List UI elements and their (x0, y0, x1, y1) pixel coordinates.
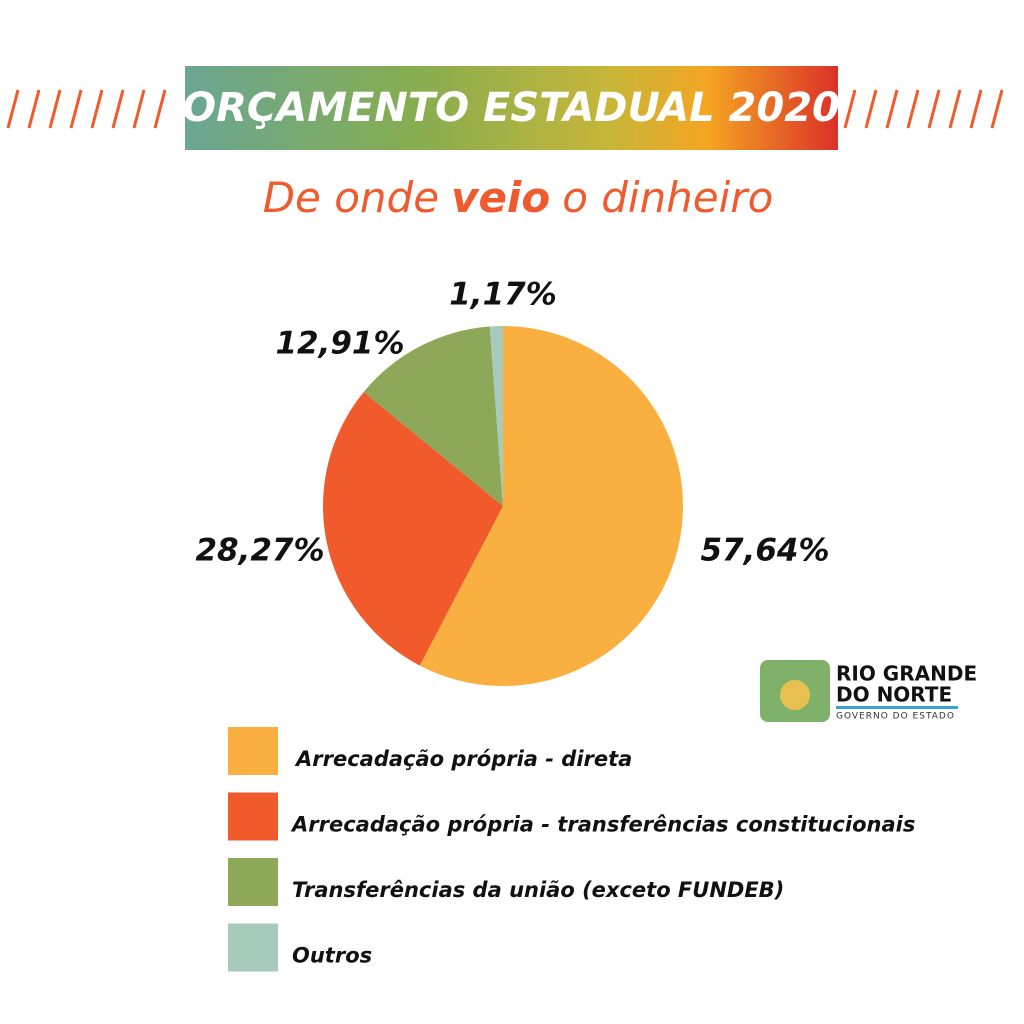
decor-slashes (6, 89, 1004, 129)
chart-title: ORÇAMENTO ESTADUAL 2020 (182, 85, 840, 131)
value-label: 57,64% (700, 533, 829, 569)
legend-label: Arrecadação própria - transferências con… (290, 813, 915, 837)
logo-text: GOVERNO DO ESTADO (836, 712, 955, 722)
logo-shield (780, 680, 810, 710)
value-label: 12,91% (275, 326, 404, 362)
legend-label: Transferências da união (exceto FUNDEB) (292, 878, 784, 902)
slash (6, 89, 20, 129)
slash (90, 89, 104, 129)
subtitle: De onde veio o dinheiro (263, 173, 774, 222)
slash (969, 89, 983, 129)
slash (864, 89, 878, 129)
legend-label: Outros (292, 944, 372, 968)
subtitle-part: o dinheiro (562, 173, 773, 222)
slash (843, 89, 857, 129)
pie-slice (489, 326, 503, 506)
subtitle-part: De onde (263, 173, 439, 222)
slash (27, 89, 41, 129)
slash (132, 89, 146, 129)
logo-text: DO NORTE (836, 683, 952, 707)
legend-swatch (228, 858, 278, 906)
pie-slice (363, 326, 503, 506)
legend-swatch (228, 792, 278, 841)
slash (48, 89, 62, 129)
slash (885, 89, 899, 129)
slash (69, 89, 83, 129)
legend-swatch (228, 727, 278, 775)
value-label: 1,17% (449, 277, 557, 313)
pie: 57,64% 28,27% 12,91% 1,17% (195, 277, 830, 686)
title-banner (185, 66, 838, 150)
slash (906, 89, 920, 129)
logo: RIO GRANDE DO NORTE GOVERNO DO ESTADO (760, 660, 977, 722)
subtitle-part: veio (451, 173, 550, 222)
logo-bar (836, 706, 958, 709)
logo-text: RIO GRANDE (836, 662, 977, 686)
pie-slice (323, 391, 503, 666)
slash (153, 89, 167, 129)
slash (948, 89, 962, 129)
legend: Arrecadação própria - direta Arrecadação … (228, 727, 915, 972)
legend-swatch (228, 923, 278, 972)
legend-label: Arrecadação própria - direta (294, 747, 632, 771)
slash (990, 89, 1004, 129)
slash (927, 89, 941, 129)
value-label: 28,27% (195, 533, 324, 569)
slash (111, 89, 125, 129)
pie-slice (419, 326, 684, 686)
